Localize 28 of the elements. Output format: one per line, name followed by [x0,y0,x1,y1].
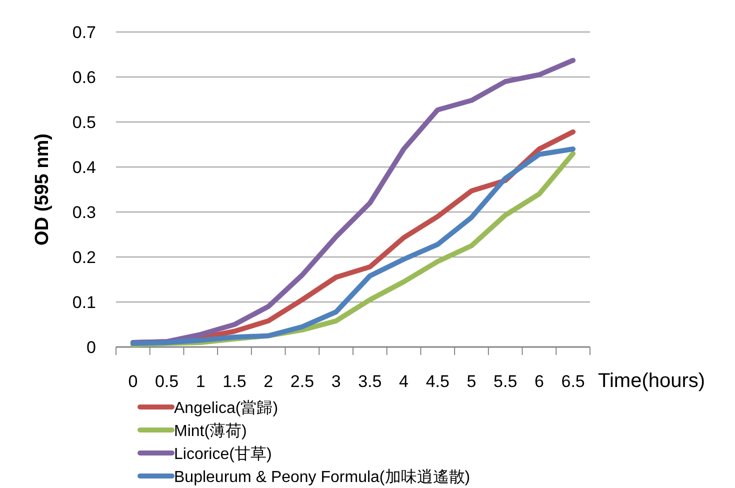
y-tick-label: 0 [86,338,96,357]
legend-label: Mint(薄荷) [174,422,247,440]
y-tick-label: 0.3 [72,203,96,222]
y-axis-title: OD (595 nm) [32,134,53,246]
x-tick-label: 0 [128,372,138,391]
legend-label: Licorice(甘草) [174,445,272,463]
x-tick-label: 5 [466,372,476,391]
x-tick-label: 6.5 [561,372,585,391]
legend-label: Angelica(當歸) [174,399,278,417]
y-tick-label: 0.7 [72,23,96,42]
y-tick-label: 0.6 [72,68,96,87]
x-tick-label: 6 [534,372,544,391]
x-tick-label: 2 [264,372,274,391]
x-tick-label: 3 [331,372,341,391]
x-tick-label: 4.5 [426,372,450,391]
x-tick-label: 3.5 [358,372,382,391]
x-tick-label: 2.5 [290,372,314,391]
x-tick-label: 5.5 [494,372,518,391]
x-tick-label: 4 [399,372,409,391]
x-tick-label: 1 [196,372,206,391]
x-axis-title: Time(hours) [598,370,706,392]
y-tick-label: 0.5 [72,113,96,132]
x-tick-label: 1.5 [222,372,246,391]
y-tick-label: 0.1 [72,293,96,312]
legend-label: Bupleurum & Peony Formula(加味逍遙散) [174,468,470,486]
x-tick-label: 0.5 [154,372,179,391]
y-tick-label: 0.4 [72,158,96,177]
y-tick-label: 0.2 [72,248,96,267]
